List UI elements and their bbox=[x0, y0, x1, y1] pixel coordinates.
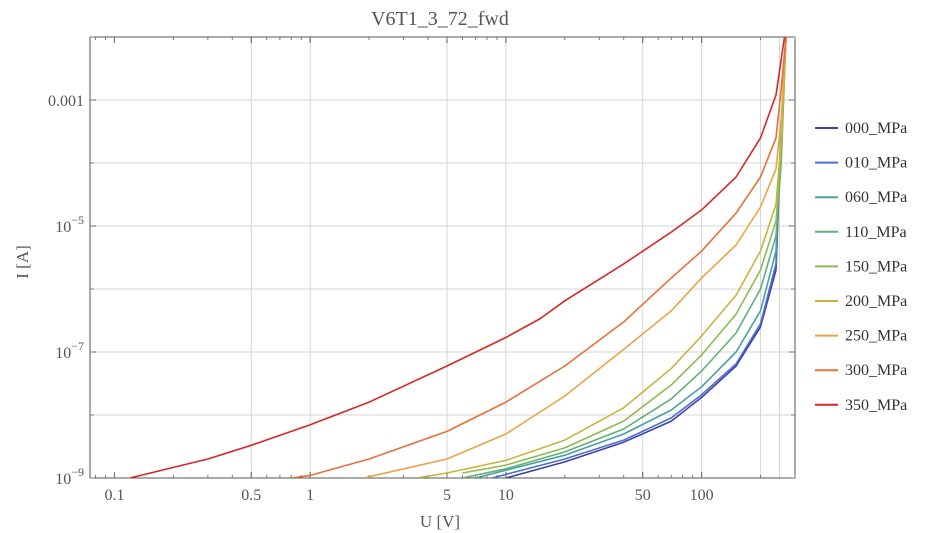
legend-label: 000_MPa bbox=[845, 120, 907, 137]
y-tick-base: 10 bbox=[55, 471, 71, 488]
x-tick-label: 10 bbox=[498, 487, 514, 504]
x-tick-label: 1 bbox=[306, 487, 314, 504]
plot-frame bbox=[89, 36, 796, 479]
legend-label: 350_MPa bbox=[845, 397, 907, 414]
series-line-150-mpa bbox=[462, 37, 787, 474]
x-tick-label: 50 bbox=[635, 487, 651, 504]
legend-label: 010_MPa bbox=[845, 155, 907, 172]
legend-label: 300_MPa bbox=[845, 362, 907, 379]
legend-label: 250_MPa bbox=[845, 328, 907, 345]
chart-title: V6T1_3_72_fwd bbox=[371, 8, 509, 30]
series-line-250-mpa bbox=[364, 37, 787, 478]
y-tick-label: 10−9 bbox=[55, 465, 84, 488]
y-tick-exponent: −9 bbox=[71, 465, 84, 479]
legend-label: 060_MPa bbox=[845, 189, 907, 206]
series-line-200-mpa bbox=[416, 37, 787, 478]
y-tick-label: 10−7 bbox=[55, 339, 84, 362]
x-tick-label: 100 bbox=[690, 487, 714, 504]
legend-label: 200_MPa bbox=[845, 293, 907, 310]
legend-label: 110_MPa bbox=[845, 224, 907, 241]
series-line-350-mpa bbox=[129, 37, 786, 478]
y-tick-base: 10 bbox=[55, 345, 71, 362]
y-tick-label: 0.001 bbox=[48, 93, 84, 110]
x-axis-label: U [V] bbox=[420, 512, 460, 531]
y-tick-label: 10−5 bbox=[55, 213, 84, 236]
series-line-060-mpa bbox=[475, 37, 787, 478]
y-axis-label: I [A] bbox=[13, 245, 32, 279]
grid bbox=[90, 37, 795, 479]
x-tick-label: 0.1 bbox=[104, 487, 124, 504]
series-line-010-mpa bbox=[491, 37, 787, 478]
x-tick-label: 0.5 bbox=[241, 487, 261, 504]
legend-label: 150_MPa bbox=[845, 258, 907, 275]
y-tick-base: 10 bbox=[55, 219, 71, 236]
y-tick-exponent: −5 bbox=[71, 213, 84, 227]
legend: 000_MPa 010_MPa 060_MPa 110_MPa 150_MPa 200_M… bbox=[815, 120, 907, 414]
y-tick-exponent: −7 bbox=[71, 339, 84, 353]
series-line-000-mpa bbox=[505, 37, 787, 478]
series-line-110-mpa bbox=[462, 37, 787, 478]
series-lines bbox=[129, 37, 787, 478]
series-line-300-mpa bbox=[291, 37, 787, 478]
x-tick-label: 5 bbox=[443, 487, 451, 504]
